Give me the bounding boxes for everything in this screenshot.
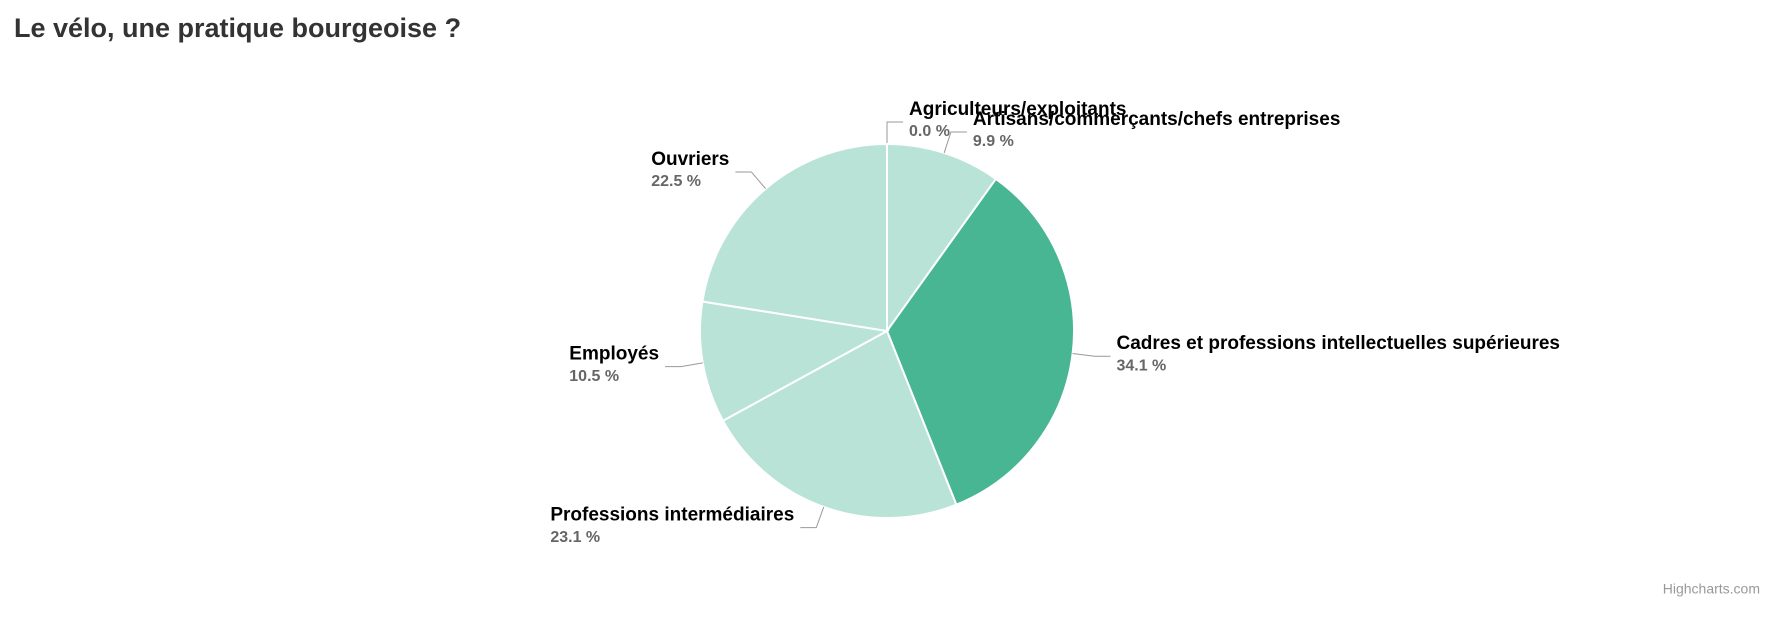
connector (943, 131, 967, 154)
pie-slice (701, 142, 888, 333)
pie-slice (886, 142, 998, 335)
connector (665, 362, 703, 368)
value-label: 34.1 % (1116, 357, 1166, 374)
value-label: 23.1 % (550, 529, 600, 546)
pie-slice (721, 329, 958, 519)
slice-label: Artisans/commerçants/chefs entreprises (973, 109, 1341, 130)
slice-label: Ouvriers (651, 149, 729, 170)
credits: Highcharts.com (1663, 581, 1760, 597)
slice-label: Agriculteurs/exploitants (909, 99, 1127, 120)
chart-title: Le vélo, une pratique bourgeoise ? (14, 13, 461, 43)
value-label: 9.9 % (973, 133, 1014, 150)
value-label: 22.5 % (651, 173, 701, 190)
value-label: 10.5 % (569, 368, 619, 385)
connector (800, 506, 825, 529)
connector (886, 121, 903, 144)
slice-label: Employés (569, 344, 659, 365)
slice-label: Cadres et professions intellectuelles su… (1116, 333, 1560, 354)
connector (1072, 353, 1111, 357)
value-label: 0.0 % (909, 123, 950, 140)
pie-slice (699, 300, 891, 423)
connector (735, 171, 767, 190)
pie-slice (885, 177, 1075, 506)
slice-label: Professions intermédiaires (550, 505, 794, 526)
